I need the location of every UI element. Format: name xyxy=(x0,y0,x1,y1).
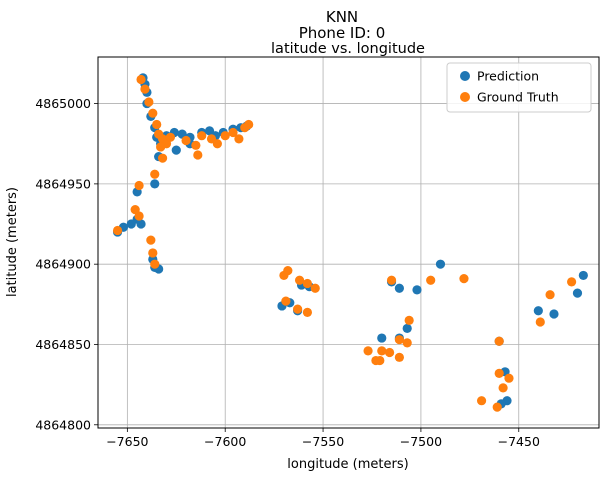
point-ground-truth xyxy=(140,84,150,94)
point-prediction xyxy=(402,323,412,334)
point-prediction xyxy=(533,306,543,316)
point-ground-truth xyxy=(498,383,508,393)
point-ground-truth xyxy=(402,338,412,348)
y-tick-label: 4864900 xyxy=(35,257,91,272)
point-ground-truth xyxy=(394,335,404,345)
point-ground-truth xyxy=(244,119,254,130)
point-ground-truth xyxy=(302,278,313,289)
point-ground-truth xyxy=(148,108,158,118)
point-ground-truth xyxy=(146,235,156,245)
x-tick-label: −7650 xyxy=(106,434,148,449)
legend-label-ground-truth: Ground Truth xyxy=(477,90,559,105)
point-ground-truth xyxy=(193,150,203,160)
point-prediction xyxy=(171,145,181,155)
point-ground-truth xyxy=(157,153,168,163)
y-tick-label: 4864950 xyxy=(35,176,91,191)
point-ground-truth xyxy=(144,97,154,107)
legend-marker-ground-truth xyxy=(460,92,470,102)
x-tick-label: −7500 xyxy=(400,434,442,449)
x-axis-label: longitude (meters) xyxy=(287,457,408,472)
point-ground-truth xyxy=(283,266,293,276)
point-ground-truth xyxy=(148,248,158,258)
point-ground-truth xyxy=(492,402,502,412)
point-prediction xyxy=(377,333,387,343)
point-ground-truth xyxy=(386,275,397,285)
scatter-points xyxy=(112,73,588,412)
point-ground-truth xyxy=(535,317,545,327)
legend-marker-prediction xyxy=(460,71,470,81)
plot-area-frame xyxy=(97,56,600,429)
figure-title-line2: Phone ID: 0 xyxy=(299,24,386,42)
point-ground-truth xyxy=(394,352,404,362)
point-ground-truth xyxy=(302,307,313,317)
legend-label-prediction: Prediction xyxy=(477,69,539,84)
point-ground-truth xyxy=(220,131,230,141)
point-ground-truth xyxy=(228,127,238,138)
point-ground-truth xyxy=(191,140,201,150)
point-prediction xyxy=(572,288,583,298)
figure-title-line1: KNN xyxy=(326,8,358,26)
point-ground-truth xyxy=(426,275,436,285)
point-ground-truth xyxy=(152,119,162,130)
point-prediction xyxy=(136,219,146,229)
point-ground-truth xyxy=(504,373,514,383)
point-ground-truth xyxy=(281,296,291,306)
point-ground-truth xyxy=(136,74,146,85)
point-ground-truth xyxy=(112,225,123,236)
legend: Prediction Ground Truth xyxy=(446,62,592,113)
x-tick-label: −7600 xyxy=(204,434,246,449)
point-prediction xyxy=(394,283,404,293)
point-ground-truth xyxy=(494,368,504,378)
point-ground-truth xyxy=(134,180,144,191)
point-ground-truth xyxy=(384,347,395,358)
point-ground-truth xyxy=(377,346,387,356)
point-ground-truth xyxy=(294,275,305,285)
y-axis-label: latitude (meters) xyxy=(5,187,20,297)
x-axis-ticks: −7650 −7600 −7550 −7500 −7450 xyxy=(106,428,540,449)
point-ground-truth xyxy=(375,355,385,366)
point-prediction xyxy=(126,219,136,229)
point-ground-truth xyxy=(150,169,160,179)
point-ground-truth xyxy=(363,346,373,356)
y-tick-label: 4864800 xyxy=(35,417,91,432)
y-tick-label: 4865000 xyxy=(35,96,91,111)
point-prediction xyxy=(435,259,446,269)
point-ground-truth xyxy=(494,336,504,346)
point-ground-truth xyxy=(134,211,144,221)
grid-lines xyxy=(98,57,599,428)
point-ground-truth xyxy=(181,135,191,146)
point-ground-truth xyxy=(234,134,244,144)
point-ground-truth xyxy=(212,139,222,149)
chart-title: latitude vs. longitude xyxy=(271,41,425,57)
point-ground-truth xyxy=(310,283,320,293)
point-ground-truth xyxy=(404,315,414,325)
x-tick-label: −7550 xyxy=(302,434,344,449)
point-prediction xyxy=(578,270,588,281)
point-prediction xyxy=(150,179,160,189)
point-prediction xyxy=(412,285,422,295)
x-tick-label: −7450 xyxy=(498,434,540,449)
y-tick-label: 4864850 xyxy=(35,337,91,352)
point-ground-truth xyxy=(165,132,176,142)
y-axis-ticks: 4864800 4864850 4864900 4864950 4865000 xyxy=(35,96,98,432)
point-ground-truth xyxy=(567,277,577,287)
point-prediction xyxy=(549,309,559,319)
point-ground-truth xyxy=(476,396,487,406)
point-ground-truth xyxy=(197,131,207,141)
legend-box xyxy=(446,62,592,113)
point-ground-truth xyxy=(459,274,469,284)
point-ground-truth xyxy=(545,290,555,300)
point-ground-truth xyxy=(156,142,166,152)
point-ground-truth xyxy=(150,259,160,269)
point-ground-truth xyxy=(293,304,303,314)
